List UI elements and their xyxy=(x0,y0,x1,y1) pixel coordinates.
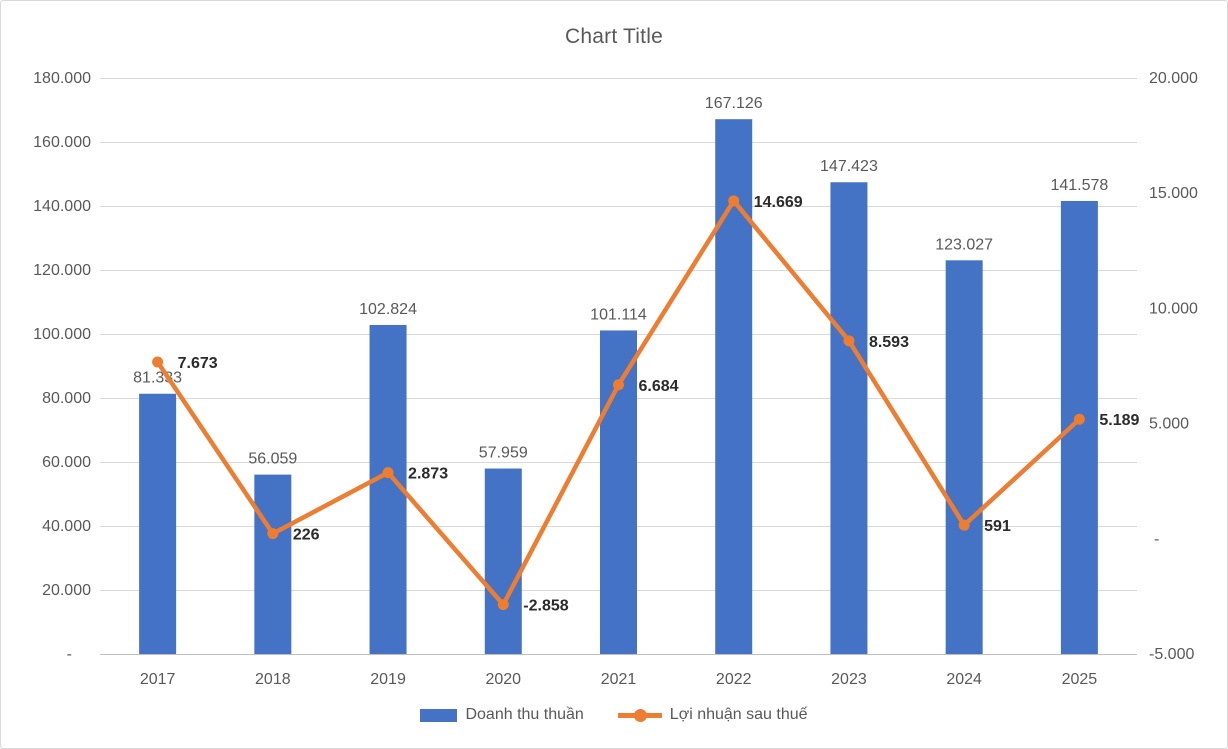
bar-2018[interactable] xyxy=(254,474,292,654)
line-marker-2017[interactable] xyxy=(152,356,164,368)
x-axis-label-2025[interactable]: 2025 xyxy=(1062,671,1098,688)
line-marker-2018[interactable] xyxy=(267,528,279,540)
x-axis-label-2018[interactable]: 2018 xyxy=(255,671,291,688)
line-marker-2019[interactable] xyxy=(382,467,394,479)
x-axis-label-2022[interactable]: 2022 xyxy=(716,671,752,688)
legend-label-bar-series: Doanh thu thuần xyxy=(465,706,584,723)
bar-2023[interactable] xyxy=(830,182,868,654)
x-axis-label-2020[interactable]: 2020 xyxy=(485,671,521,688)
line-label-2021: 6.684 xyxy=(639,378,679,395)
left-axis-tick-9: 180.000 xyxy=(33,70,91,87)
line-marker-icon xyxy=(633,708,647,722)
line-marker-2022[interactable] xyxy=(728,195,740,207)
left-axis-tick-1: 20.000 xyxy=(42,582,91,599)
left-axis-tick-5: 100.000 xyxy=(33,326,91,343)
bar-2024[interactable] xyxy=(945,260,983,654)
x-axis-label-2017[interactable]: 2017 xyxy=(140,671,176,688)
line-label-2022: 14.669 xyxy=(754,194,803,211)
right-axis-tick-2: 10.000 xyxy=(1149,300,1198,317)
left-axis-tick-3: 60.000 xyxy=(42,454,91,471)
line-label-2019: 2.873 xyxy=(408,466,448,483)
left-axis-tick-0: - xyxy=(67,646,72,663)
bar-series-swatch xyxy=(420,708,458,722)
line-marker-2021[interactable] xyxy=(613,379,624,391)
legend: Doanh thu thuần Lợi nhuận sau thuế xyxy=(1,706,1227,724)
right-axis-tick-0: 20.000 xyxy=(1149,70,1198,87)
right-axis-tick-1: 15.000 xyxy=(1149,185,1198,202)
right-axis-tick-4: - xyxy=(1154,531,1159,548)
legend-item-loi-nhuan-sau-thue[interactable]: Lợi nhuận sau thuế xyxy=(617,706,808,724)
left-axis-tick-6: 120.000 xyxy=(33,262,91,279)
left-axis-tick-4: 80.000 xyxy=(42,390,91,407)
x-axis-label-2023[interactable]: 2023 xyxy=(831,671,867,688)
x-axis-label-2024[interactable]: 2024 xyxy=(946,671,982,688)
left-axis-tick-2: 40.000 xyxy=(42,518,91,535)
line-marker-2023[interactable] xyxy=(843,335,855,347)
line-marker-2024[interactable] xyxy=(958,519,970,531)
line-label-2025: 5.189 xyxy=(1099,412,1139,429)
bar-2022[interactable] xyxy=(715,119,753,655)
line-series-swatch xyxy=(617,708,662,722)
bar-label-2021: 101.114 xyxy=(590,306,647,323)
bar-2020[interactable] xyxy=(484,468,522,654)
x-axis-label-2019[interactable]: 2019 xyxy=(370,671,406,688)
x-axis-label-2021[interactable]: 2021 xyxy=(601,671,637,688)
bar-label-2018: 56.059 xyxy=(248,451,297,468)
bar-2017[interactable] xyxy=(139,393,177,654)
bar-label-2020: 57.959 xyxy=(479,445,528,462)
line-label-2018: 226 xyxy=(293,527,320,544)
chart-title[interactable]: Chart Title xyxy=(565,25,663,48)
right-axis-tick-5: -5.000 xyxy=(1149,646,1194,663)
bar-2021[interactable] xyxy=(600,330,637,654)
line-label-2023: 8.593 xyxy=(869,334,909,351)
bar-label-2019: 102.824 xyxy=(359,301,417,318)
line-label-2020: -2.858 xyxy=(523,598,568,615)
legend-item-doanh-thu-thuan[interactable]: Doanh thu thuần xyxy=(420,706,584,724)
line-marker-2025[interactable] xyxy=(1073,413,1085,425)
bar-label-2025: 141.578 xyxy=(1050,177,1108,194)
legend-label-line-series: Lợi nhuận sau thuế xyxy=(669,706,808,723)
line-marker-2020[interactable] xyxy=(497,599,509,611)
line-label-2017: 7.673 xyxy=(178,355,218,372)
right-axis-tick-3: 5.000 xyxy=(1149,416,1189,433)
bar-label-2024: 123.027 xyxy=(935,236,993,253)
left-axis-tick-8: 160.000 xyxy=(33,134,91,151)
line-label-2024: 591 xyxy=(984,518,1011,535)
bar-label-2022: 167.126 xyxy=(705,95,763,112)
bar-label-2023: 147.423 xyxy=(820,158,878,175)
left-axis-tick-7: 140.000 xyxy=(33,198,91,215)
bar-2025[interactable] xyxy=(1060,200,1098,655)
